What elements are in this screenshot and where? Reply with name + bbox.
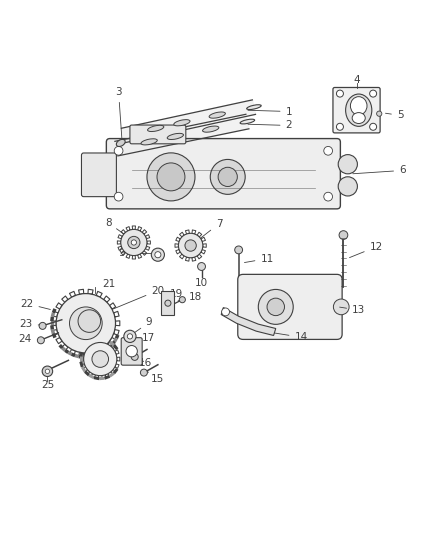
Circle shape — [165, 300, 171, 306]
FancyBboxPatch shape — [106, 139, 340, 209]
Circle shape — [147, 153, 195, 201]
Circle shape — [124, 330, 136, 343]
Circle shape — [70, 307, 102, 340]
Ellipse shape — [240, 119, 254, 124]
Text: 16: 16 — [139, 358, 152, 368]
FancyBboxPatch shape — [81, 153, 117, 197]
Circle shape — [258, 289, 293, 325]
Text: 9: 9 — [119, 248, 153, 259]
Ellipse shape — [209, 112, 226, 118]
Circle shape — [126, 345, 138, 357]
FancyBboxPatch shape — [238, 274, 342, 340]
Circle shape — [155, 252, 161, 258]
Polygon shape — [121, 100, 255, 143]
Ellipse shape — [141, 139, 157, 145]
Circle shape — [336, 123, 343, 130]
Circle shape — [114, 192, 123, 201]
Circle shape — [210, 159, 245, 195]
Text: 12: 12 — [350, 242, 383, 257]
Circle shape — [157, 163, 185, 191]
Text: 6: 6 — [353, 165, 406, 175]
Circle shape — [339, 231, 348, 239]
Text: 14: 14 — [265, 332, 308, 342]
Circle shape — [235, 246, 243, 254]
Circle shape — [42, 366, 53, 376]
Circle shape — [39, 322, 46, 329]
Circle shape — [121, 229, 147, 256]
Ellipse shape — [148, 125, 164, 132]
Circle shape — [198, 263, 205, 270]
Text: 21: 21 — [102, 279, 116, 289]
Text: 22: 22 — [20, 298, 50, 310]
FancyBboxPatch shape — [333, 87, 380, 133]
Polygon shape — [115, 114, 249, 156]
Text: 15: 15 — [147, 372, 165, 384]
Text: 25: 25 — [41, 380, 54, 390]
Circle shape — [370, 123, 377, 130]
Circle shape — [338, 155, 357, 174]
Ellipse shape — [174, 119, 190, 126]
Text: 23: 23 — [19, 319, 40, 329]
Circle shape — [78, 310, 101, 333]
Circle shape — [141, 369, 148, 376]
Circle shape — [218, 167, 237, 187]
Circle shape — [128, 236, 140, 248]
Circle shape — [114, 147, 123, 155]
Ellipse shape — [167, 133, 184, 140]
Circle shape — [336, 90, 343, 97]
Text: 13: 13 — [339, 305, 365, 315]
Circle shape — [222, 308, 230, 316]
Text: 10: 10 — [195, 278, 208, 288]
Text: 7: 7 — [197, 219, 223, 241]
Ellipse shape — [346, 94, 372, 126]
Ellipse shape — [350, 96, 367, 115]
Circle shape — [92, 351, 109, 367]
Circle shape — [131, 240, 137, 245]
Polygon shape — [161, 292, 174, 316]
Ellipse shape — [352, 112, 365, 124]
Text: 4: 4 — [353, 75, 360, 85]
Text: 18: 18 — [178, 292, 201, 302]
Circle shape — [178, 233, 203, 258]
Circle shape — [37, 337, 44, 344]
Text: 11: 11 — [244, 254, 274, 264]
Text: 3: 3 — [115, 87, 122, 139]
Text: 24: 24 — [18, 334, 38, 344]
Text: 17: 17 — [134, 333, 155, 343]
Text: 8: 8 — [105, 218, 129, 238]
Circle shape — [84, 343, 117, 376]
Text: 20: 20 — [100, 286, 164, 314]
Text: 1: 1 — [248, 107, 292, 117]
Circle shape — [79, 317, 92, 330]
Circle shape — [267, 298, 285, 316]
Circle shape — [324, 147, 332, 155]
Circle shape — [45, 369, 49, 374]
Text: 2: 2 — [248, 120, 292, 131]
Ellipse shape — [117, 139, 125, 147]
FancyBboxPatch shape — [130, 125, 186, 144]
Polygon shape — [221, 308, 276, 335]
Circle shape — [179, 297, 185, 303]
Circle shape — [333, 299, 349, 315]
Circle shape — [324, 192, 332, 201]
Circle shape — [377, 111, 382, 116]
Circle shape — [185, 240, 196, 251]
Text: 5: 5 — [385, 110, 403, 120]
Text: 19: 19 — [167, 288, 183, 303]
FancyBboxPatch shape — [121, 338, 142, 365]
Ellipse shape — [247, 105, 261, 110]
Text: 9: 9 — [133, 317, 152, 334]
Circle shape — [127, 334, 133, 339]
Circle shape — [131, 353, 138, 360]
Circle shape — [56, 294, 116, 353]
Circle shape — [151, 248, 164, 261]
Ellipse shape — [202, 126, 219, 132]
Circle shape — [370, 90, 377, 97]
Circle shape — [338, 177, 357, 196]
